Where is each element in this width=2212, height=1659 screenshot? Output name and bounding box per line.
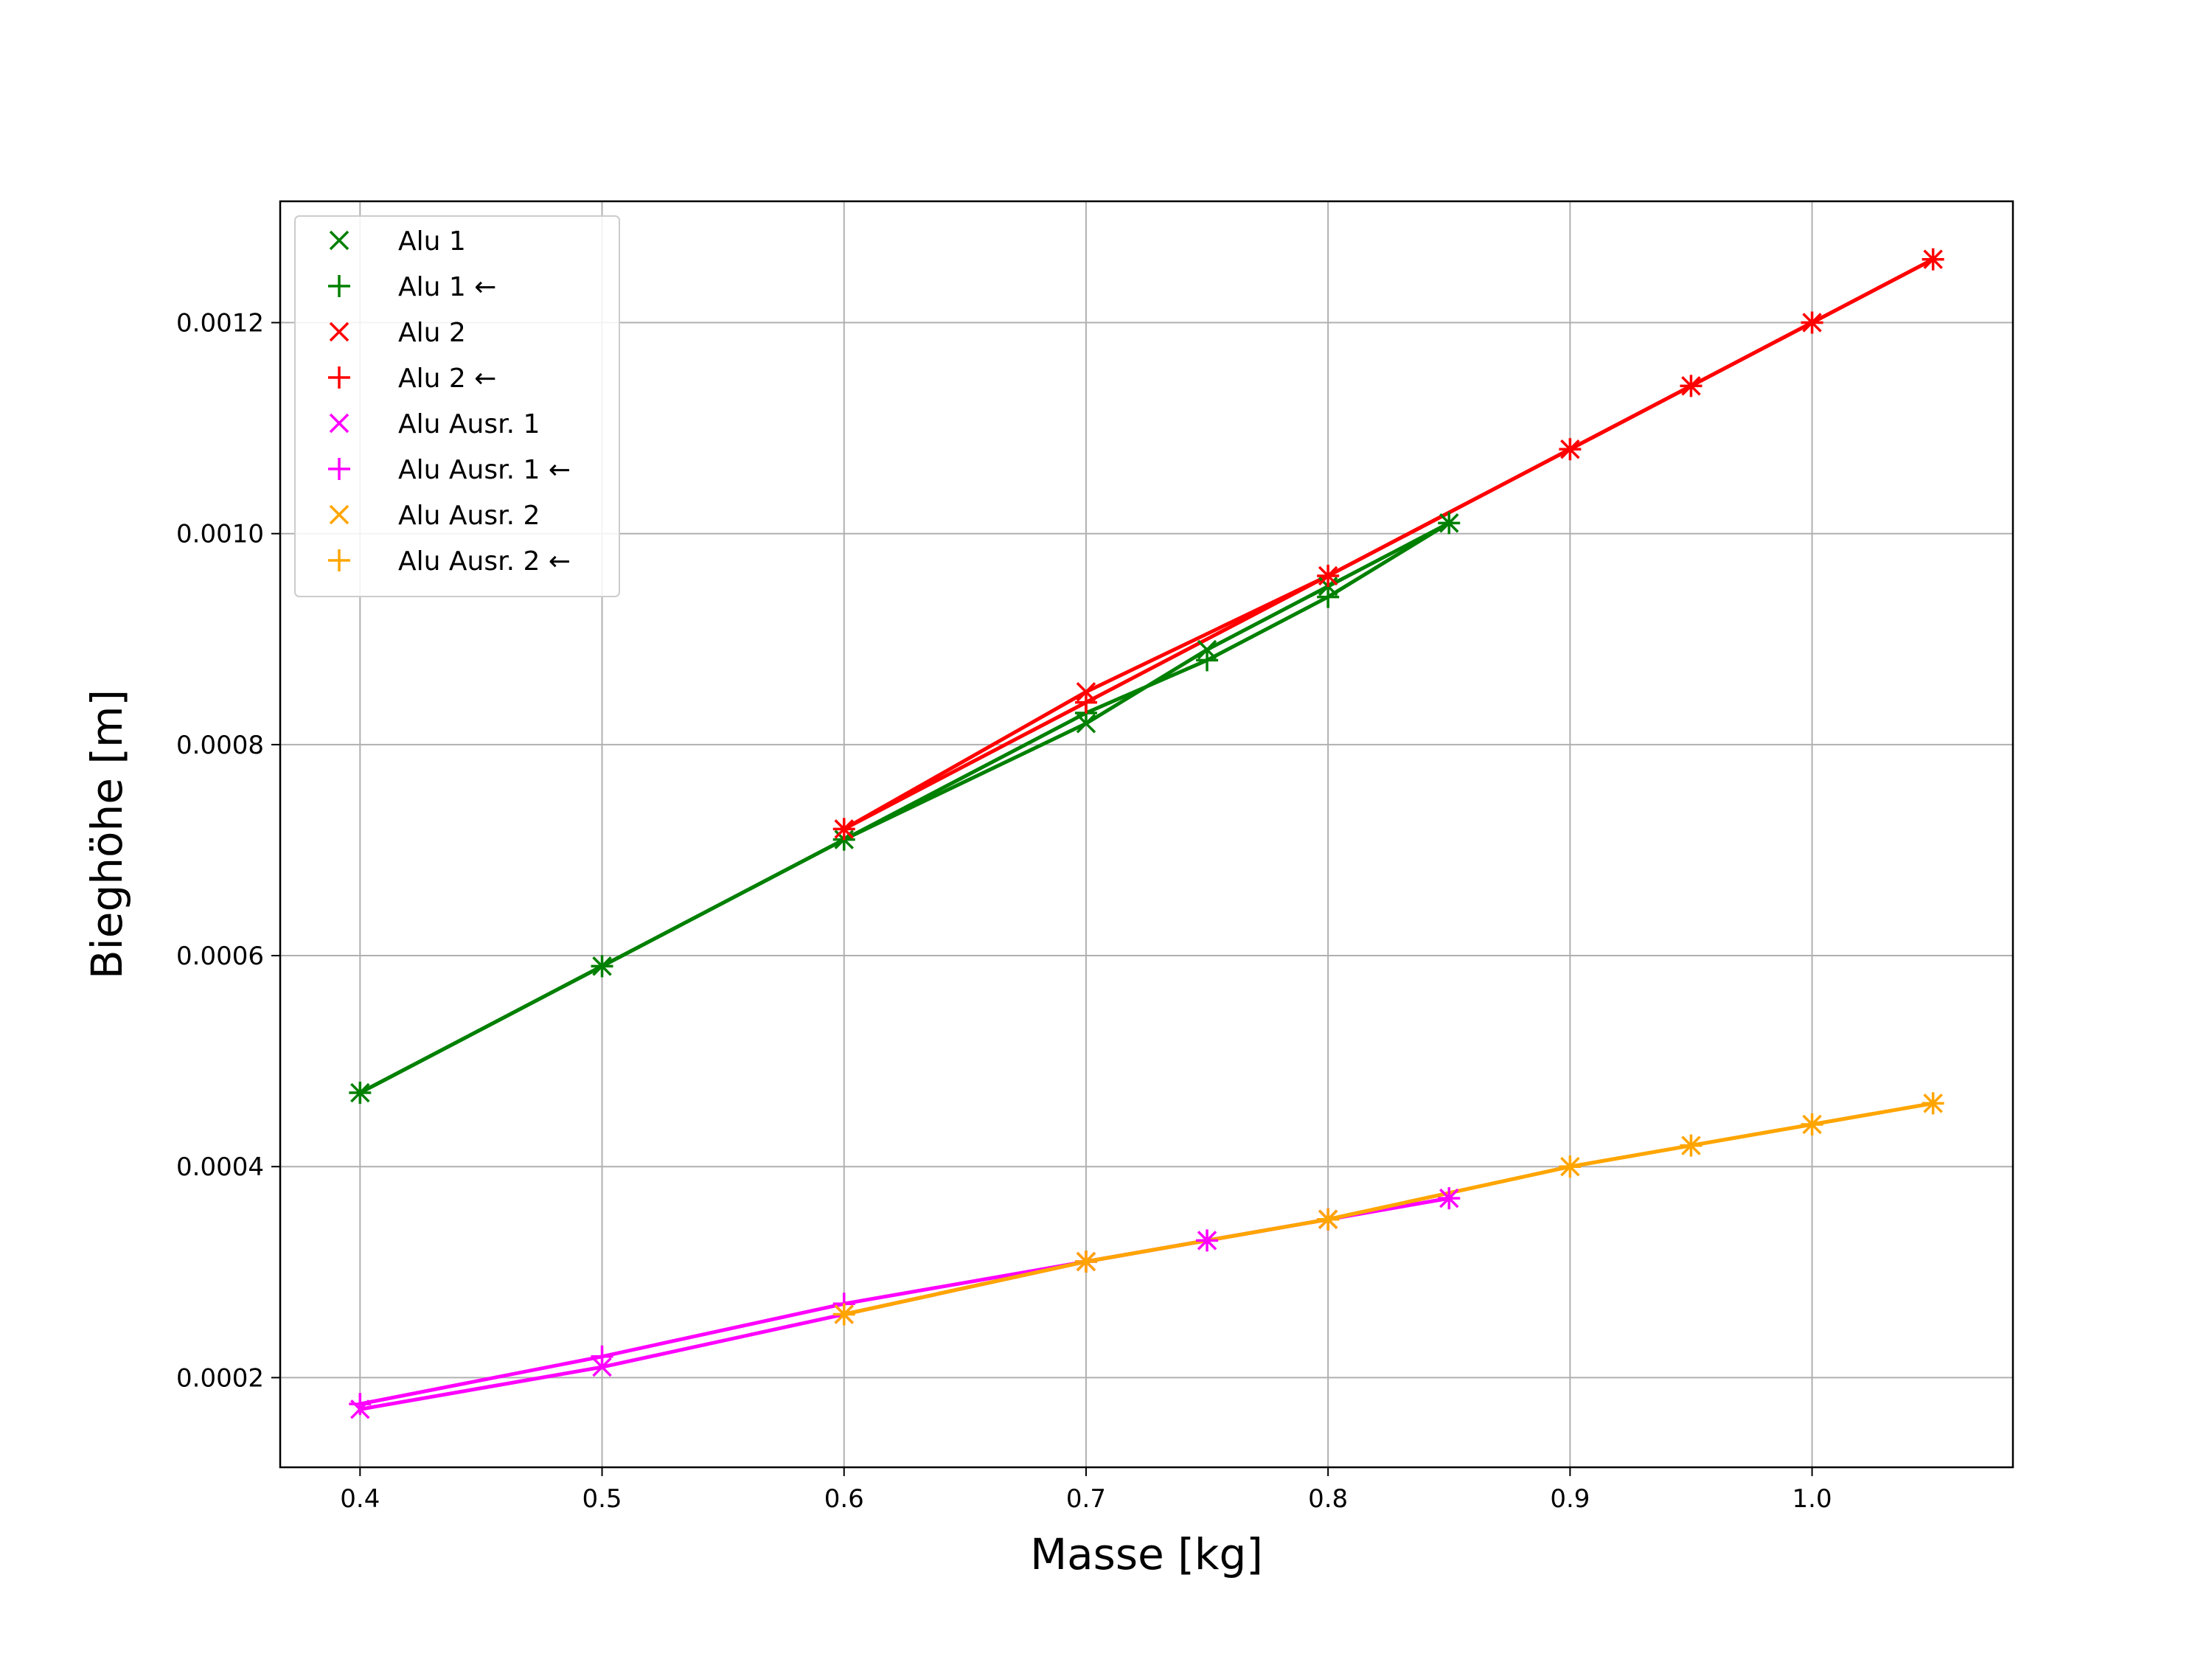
data-point-plus-marker [1317,585,1340,608]
data-point-plus-marker [1317,1208,1340,1231]
x-tick-label: 0.7 [1066,1484,1106,1514]
data-point-plus-marker [832,1303,855,1326]
data-point-plus-marker [328,366,350,389]
legend-label: Alu 2 ← [398,364,496,394]
data-point-plus-marker [1074,1250,1097,1273]
data-point-plus-marker [1921,248,1944,271]
data-point-plus-marker [1680,1134,1703,1157]
data-point-plus-marker [1921,1092,1944,1115]
data-point-plus-marker [328,549,350,571]
data-point-plus-marker [1317,564,1340,587]
y-tick-label: 0.0004 [176,1152,264,1182]
x-tick-label: 0.8 [1308,1484,1348,1514]
legend-label: Alu 1 ← [398,272,496,302]
x-tick-label: 1.0 [1792,1484,1832,1514]
data-point-plus-marker [328,458,350,480]
x-tick-label: 0.5 [582,1484,622,1514]
data-point-plus-marker [1074,691,1097,714]
legend-label: Alu Ausr. 2 ← [398,546,571,577]
legend-label: Alu Ausr. 2 [398,501,540,531]
x-tick-label: 0.9 [1550,1484,1590,1514]
y-axis-label: Bieghöhe [m] [82,689,132,979]
x-tick-label: 0.6 [824,1484,864,1514]
legend-box [294,215,620,597]
data-point-plus-marker [1559,1155,1582,1178]
legend-label: Alu 1 [398,226,466,257]
data-point-plus-marker [1559,438,1582,461]
data-point-plus-marker [349,1082,372,1105]
data-point-x-marker [329,230,349,251]
x-axis-label: Masse [kg] [1030,1529,1263,1579]
data-point-x-marker [329,413,349,434]
y-tick-label: 0.0002 [176,1363,264,1393]
legend: Alu 1 Alu 1 ← Alu 2 Alu 2 ← Alu Ausr. 1 Alu A… [294,215,620,597]
legend-label: Alu Ausr. 1 ← [398,455,571,485]
data-point-plus-marker [1196,649,1219,672]
y-tick-label: 0.0012 [176,309,264,338]
legend-label: Alu Ausr. 1 [398,409,540,439]
data-point-x-marker [329,321,349,342]
y-tick-label: 0.0010 [176,520,264,549]
data-point-plus-marker [1438,1187,1461,1210]
series-markers [349,248,1944,1419]
data-point-plus-marker [1801,1113,1823,1135]
data-point-plus-marker [328,275,350,297]
data-point-plus-marker [591,955,613,978]
legend-label: Alu 2 [398,318,466,348]
x-tick-label: 0.4 [340,1484,380,1514]
y-tick-label: 0.0008 [176,731,264,760]
data-point-plus-marker [591,1345,613,1368]
y-tick-label: 0.0006 [176,942,264,971]
data-point-plus-marker [1801,311,1823,334]
data-point-x-marker [329,504,349,525]
data-point-plus-marker [349,1393,372,1416]
data-point-plus-marker [1438,512,1461,535]
data-point-plus-marker [1196,1229,1219,1252]
axis-ticks: 0.4 0.5 0.6 0.7 0.8 0.9 1.0 0.0002 0.0004 0.0006 0… [176,309,1832,1514]
data-point-plus-marker [832,818,855,841]
data-point-plus-marker [1680,375,1703,397]
plot-frame [279,200,2014,1469]
